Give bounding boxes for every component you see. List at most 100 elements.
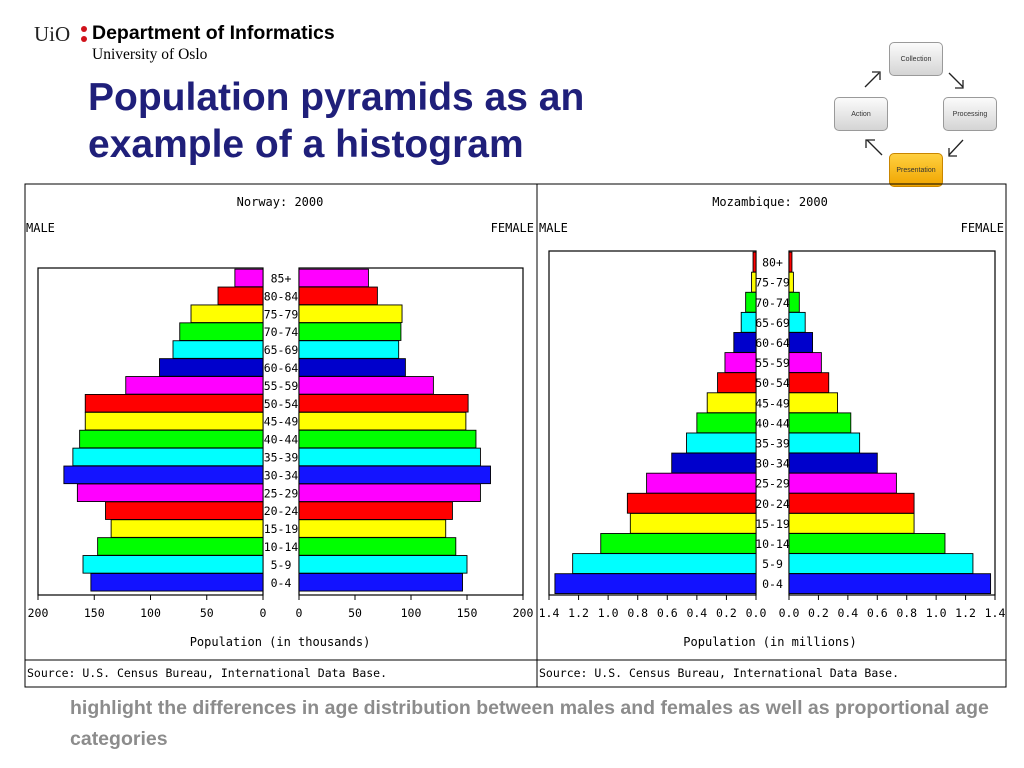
norway-tick-label: 0	[296, 606, 303, 620]
norway-tick-label: 200	[513, 606, 534, 620]
norway-age-label: 30-34	[264, 468, 299, 482]
norway-male-bar	[76, 483, 264, 503]
norway-age-label: 65-69	[264, 343, 299, 357]
norway-age-label: 70-74	[264, 325, 299, 339]
mozambique-male-bar	[696, 412, 757, 434]
mozambique-tick-label: 1.2	[568, 606, 589, 620]
mozambique-tick-label: 0.4	[837, 606, 858, 620]
norway-male-bar	[84, 394, 264, 413]
mozambique-female-bar	[788, 512, 915, 534]
mozambique-female-bar	[788, 533, 946, 554]
mozambique-age-label: 60-64	[755, 336, 790, 350]
slide-title-line-1: Population pyramids as an	[88, 76, 585, 119]
norway-male-bar	[79, 429, 264, 449]
mozambique-age-label: 5-9	[762, 557, 783, 571]
norway-age-label: 35-39	[264, 450, 299, 464]
mozambique-age-label: 65-69	[755, 316, 790, 330]
norway-male-bar	[97, 537, 264, 556]
cycle-node-presentation: Presentation	[889, 153, 943, 187]
norway-male-bar	[110, 519, 264, 538]
norway-female-bar	[298, 394, 469, 413]
norway-age-label: 85+	[271, 271, 292, 285]
norway-male-bar	[190, 304, 264, 324]
norway-male-bar	[172, 340, 264, 359]
mozambique-male-bar	[740, 311, 757, 333]
slide-title: Population pyramids as an example of a h…	[88, 74, 584, 168]
norway-male-label: MALE	[26, 221, 55, 235]
mozambique-male-bar	[626, 492, 757, 514]
uio-logo-dots	[81, 25, 87, 43]
mozambique-female-bar	[788, 432, 861, 454]
norway-tick-label: 100	[401, 606, 422, 620]
mozambique-age-label: 20-24	[755, 497, 790, 511]
mozambique-male-bar	[572, 553, 757, 574]
mozambique-male-label: MALE	[539, 221, 568, 235]
norway-age-label: 25-29	[264, 486, 299, 500]
norway-female-bar	[298, 358, 406, 377]
norway-age-label: 45-49	[264, 415, 299, 429]
norway-female-bar	[298, 483, 481, 503]
norway-tick-label: 200	[28, 606, 49, 620]
mozambique-source-text: Source: U.S. Census Bureau, Internationa…	[539, 666, 899, 680]
mozambique-male-bar	[600, 533, 757, 554]
mozambique-female-bar	[788, 372, 830, 394]
norway-age-label: 5-9	[271, 558, 292, 572]
norway-female-bar	[298, 573, 463, 592]
norway-tick-label: 150	[84, 606, 105, 620]
norway-female-bar	[298, 555, 468, 574]
mozambique-female-bar	[788, 291, 800, 313]
norway-age-label: 50-54	[264, 397, 299, 411]
mozambique-male-bar	[724, 352, 757, 373]
norway-male-bar	[63, 465, 264, 485]
mozambique-female-bar	[788, 573, 992, 595]
norway-male-bar	[217, 286, 264, 306]
norway-male-bar	[159, 358, 264, 377]
mozambique-tick-label: 0.0	[779, 606, 800, 620]
norway-male-bar	[72, 447, 264, 467]
norway-tick-label: 50	[200, 606, 214, 620]
department-name: Department of Informatics	[92, 22, 335, 44]
mozambique-tick-label: 0.2	[716, 606, 737, 620]
norway-age-label: 80-84	[264, 289, 299, 303]
norway-male-bar	[84, 411, 264, 431]
mozambique-male-bar	[554, 573, 757, 595]
mozambique-tick-label: 0.6	[657, 606, 678, 620]
uio-logo-text: UiO	[34, 22, 71, 46]
mozambique-age-label: 30-34	[755, 457, 790, 471]
mozambique-male-bar	[706, 392, 757, 414]
cycle-node-collection: Collection	[889, 42, 943, 76]
mozambique-tick-label: 1.0	[598, 606, 619, 620]
mozambique-female-label: FEMALE	[961, 221, 1004, 235]
mozambique-age-label: 50-54	[755, 376, 790, 390]
norway-female-bar	[298, 465, 491, 485]
mozambique-tick-label: 0.0	[746, 606, 767, 620]
mozambique-female-bar	[788, 311, 806, 333]
mozambique-tick-label: 1.0	[926, 606, 947, 620]
norway-male-bar	[105, 501, 264, 520]
mozambique-age-label: 10-14	[755, 537, 790, 551]
slide-title-line-2: example of a histogram	[88, 123, 524, 166]
mozambique-age-label: 0-4	[762, 577, 783, 591]
norway-tick-label: 150	[457, 606, 478, 620]
norway-male-bar	[90, 573, 264, 592]
mozambique-tick-label: 0.8	[627, 606, 648, 620]
mozambique-female-bar	[788, 332, 813, 353]
mozambique-male-bar	[752, 251, 757, 273]
norway-female-bar	[298, 340, 400, 359]
mozambique-female-bar	[788, 553, 974, 574]
norway-female-bar	[298, 268, 369, 288]
slide-caption: highlight the differences in age distrib…	[70, 697, 989, 750]
norway-age-label: 55-59	[264, 379, 299, 393]
mozambique-age-label: 15-19	[755, 517, 790, 531]
norway-female-bar	[298, 447, 481, 467]
norway-tick-label: 100	[140, 606, 161, 620]
mozambique-female-bar	[788, 472, 897, 494]
mozambique-male-bar	[629, 512, 757, 534]
university-name: University of Oslo	[92, 46, 208, 63]
mozambique-female-bar	[788, 452, 878, 474]
norway-chart-title: Norway: 2000	[237, 195, 324, 209]
mozambique-male-bar	[733, 332, 757, 353]
mozambique-age-label: 80+	[762, 256, 783, 270]
mozambique-female-bar	[788, 412, 852, 434]
norway-male-bar	[234, 268, 264, 288]
